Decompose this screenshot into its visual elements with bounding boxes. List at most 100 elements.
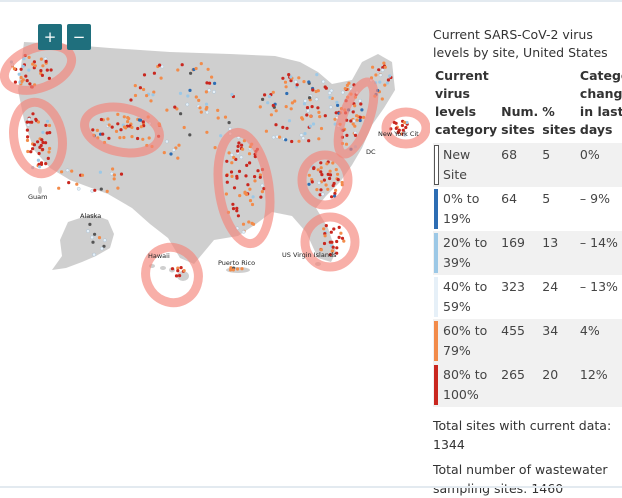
site-marker[interactable] [246, 183, 250, 187]
site-marker[interactable] [189, 71, 193, 75]
site-marker[interactable] [46, 119, 50, 123]
site-marker[interactable] [205, 81, 209, 85]
site-marker[interactable] [176, 269, 180, 273]
site-marker[interactable] [86, 229, 90, 233]
site-marker[interactable] [116, 112, 120, 116]
site-marker[interactable] [180, 63, 184, 67]
site-marker[interactable] [305, 106, 310, 110]
site-marker[interactable] [241, 230, 246, 234]
site-marker[interactable] [109, 171, 114, 176]
site-marker[interactable] [110, 125, 114, 129]
site-marker[interactable] [271, 90, 275, 94]
site-marker[interactable] [57, 186, 61, 190]
site-marker[interactable] [41, 147, 45, 152]
site-marker[interactable] [235, 174, 239, 178]
site-marker[interactable] [284, 138, 288, 142]
site-marker[interactable] [302, 80, 306, 84]
site-marker[interactable] [328, 176, 332, 181]
site-marker[interactable] [185, 102, 190, 107]
site-marker[interactable] [383, 83, 387, 87]
site-marker[interactable] [93, 188, 97, 192]
site-marker[interactable] [307, 173, 311, 177]
site-marker[interactable] [194, 66, 198, 71]
site-marker[interactable] [322, 227, 326, 231]
site-marker[interactable] [176, 68, 180, 72]
site-marker[interactable] [165, 108, 169, 112]
site-marker[interactable] [290, 101, 294, 105]
site-marker[interactable] [321, 79, 326, 84]
site-marker[interactable] [256, 169, 260, 173]
site-marker[interactable] [266, 101, 270, 105]
site-marker[interactable] [312, 166, 316, 171]
site-marker[interactable] [40, 138, 44, 142]
site-marker[interactable] [141, 137, 145, 141]
site-marker[interactable] [44, 162, 48, 166]
site-marker[interactable] [225, 180, 229, 184]
site-marker[interactable] [27, 117, 31, 122]
site-marker[interactable] [173, 105, 177, 109]
site-marker[interactable] [65, 168, 70, 173]
site-marker[interactable] [324, 183, 328, 187]
site-marker[interactable] [317, 181, 321, 185]
site-marker[interactable] [105, 189, 109, 193]
site-marker[interactable] [401, 128, 405, 132]
site-marker[interactable] [362, 115, 366, 119]
site-marker[interactable] [310, 105, 314, 109]
site-marker[interactable] [307, 139, 311, 143]
site-marker[interactable] [374, 73, 378, 77]
site-marker[interactable] [295, 83, 299, 87]
site-marker[interactable] [404, 125, 408, 130]
site-marker[interactable] [353, 133, 358, 137]
site-marker[interactable] [351, 122, 355, 126]
site-marker[interactable] [21, 64, 25, 68]
site-marker[interactable] [205, 130, 209, 134]
site-marker[interactable] [316, 106, 320, 110]
site-marker[interactable] [337, 225, 341, 229]
site-marker[interactable] [41, 140, 45, 145]
site-marker[interactable] [30, 147, 35, 151]
site-marker[interactable] [165, 139, 169, 144]
site-marker[interactable] [158, 63, 162, 67]
us-site-map[interactable]: Guam Alaska Hawaii Puerto Rico US Virgin… [0, 0, 430, 320]
site-marker[interactable] [342, 239, 346, 243]
site-marker[interactable] [337, 235, 341, 239]
site-marker[interactable] [253, 175, 257, 179]
site-marker[interactable] [336, 103, 340, 107]
site-marker[interactable] [175, 107, 179, 111]
site-marker[interactable] [239, 155, 244, 160]
site-marker[interactable] [336, 178, 340, 182]
site-marker[interactable] [127, 117, 131, 121]
site-marker[interactable] [107, 123, 111, 127]
site-marker[interactable] [284, 85, 288, 89]
site-marker[interactable] [136, 136, 140, 141]
site-marker[interactable] [308, 96, 312, 100]
site-marker[interactable] [352, 119, 356, 123]
site-marker[interactable] [252, 222, 256, 226]
site-marker[interactable] [186, 94, 190, 98]
site-marker[interactable] [248, 161, 252, 165]
site-marker[interactable] [383, 65, 387, 69]
zoom-in-button[interactable]: + [38, 24, 62, 50]
site-marker[interactable] [317, 110, 321, 114]
site-marker[interactable] [19, 67, 23, 71]
site-marker[interactable] [31, 112, 35, 116]
site-marker[interactable] [70, 169, 74, 173]
site-marker[interactable] [229, 268, 233, 272]
site-marker[interactable] [333, 194, 337, 198]
site-marker[interactable] [36, 158, 41, 162]
site-marker[interactable] [258, 173, 262, 177]
site-marker[interactable] [315, 73, 319, 77]
site-marker[interactable] [49, 68, 53, 72]
site-marker[interactable] [25, 138, 30, 142]
site-marker[interactable] [95, 128, 99, 132]
site-marker[interactable] [44, 59, 48, 64]
site-marker[interactable] [274, 109, 278, 113]
site-marker[interactable] [33, 64, 37, 68]
site-marker[interactable] [285, 126, 289, 130]
site-marker[interactable] [394, 126, 398, 130]
site-marker[interactable] [330, 240, 334, 244]
site-marker[interactable] [93, 232, 97, 236]
site-marker[interactable] [293, 99, 297, 103]
site-marker[interactable] [229, 170, 234, 174]
site-marker[interactable] [236, 214, 240, 218]
